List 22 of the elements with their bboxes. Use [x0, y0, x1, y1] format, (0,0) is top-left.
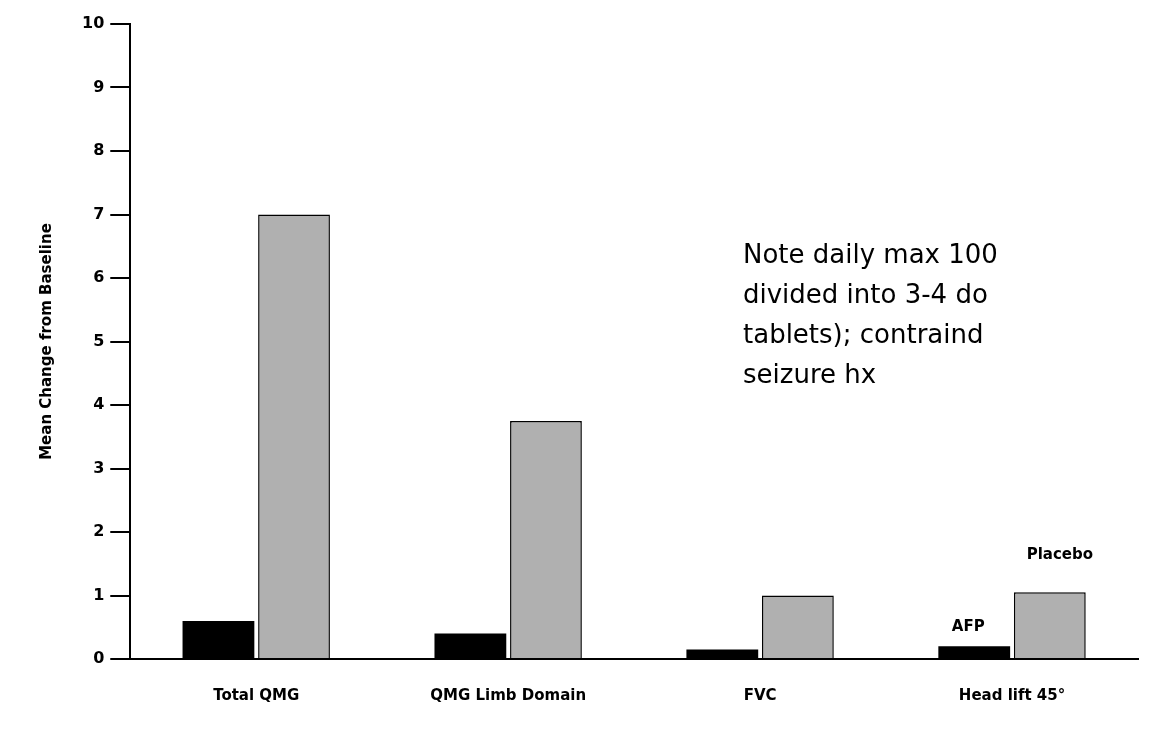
annotation: Note daily max 100 [743, 239, 998, 269]
annotation: seizure hx [743, 359, 877, 389]
y-tick-label: 7 [93, 203, 105, 223]
y-tick-label: 9 [93, 76, 105, 96]
y-tick-label: 5 [93, 330, 105, 350]
series-label: AFP [951, 616, 985, 635]
annotation: divided into 3-4 do [743, 279, 988, 309]
text: Placebo [1026, 544, 1094, 563]
y-tick-label: 4 [93, 394, 105, 414]
y-tick-label: 0 [93, 648, 105, 668]
y-tick-label: 1 [93, 584, 105, 604]
y-tick-label: 10 [82, 13, 105, 33]
y-tick-label: 6 [93, 267, 105, 287]
y-tick-label: 3 [93, 457, 105, 477]
y-axis-title: Mean Change from Baseline [36, 223, 55, 460]
annotation: tablets); contraind [743, 319, 984, 349]
x-tick-label: QMG Limb Domain [430, 685, 587, 704]
y-tick-label: 2 [93, 521, 105, 541]
x-tick-label: FVC [743, 685, 777, 704]
x-tick-label: Head lift 45° [958, 685, 1066, 704]
x-tick-label: Total QMG [213, 685, 300, 704]
y-tick-label: 8 [93, 140, 105, 160]
